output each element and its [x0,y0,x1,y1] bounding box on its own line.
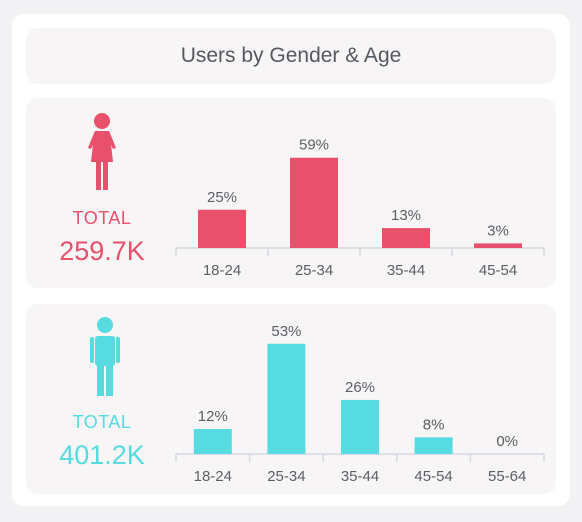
male-age-chart: 12% 18-24 53% 25-34 26% 35-44 8% 45-54 0% 55-64 [175,323,545,485]
bar [290,157,338,248]
x-tick-label: 25-34 [295,262,333,279]
x-tick-label: 55-64 [488,468,526,485]
male-panel: TOTAL 401.2K 12% 18-24 53% 25-34 26% 35-44 8% 4… [26,304,556,494]
x-tick-label: 35-44 [341,468,379,485]
bar-value-label: 26% [345,379,375,396]
x-tick-label: 45-54 [479,262,517,279]
x-tick-label: 18-24 [203,262,241,279]
x-tick-label: 45-54 [414,468,452,485]
female-panel: TOTAL 259.7K 25% 18-24 59% 25-34 13% 35-44 3% 4… [26,98,556,288]
bar-value-label: 53% [271,323,301,340]
x-tick-label: 35-44 [387,262,425,279]
male-total-label: TOTAL [72,412,132,432]
bar-value-label: 8% [423,416,445,433]
bar-value-label: 59% [299,137,329,154]
bar [198,209,246,248]
title-panel: Users by Gender & Age [26,28,556,84]
female-total-label: TOTAL [72,208,132,228]
chart-title: Users by Gender & Age [180,44,402,67]
male-total-value: 401.2K [59,440,145,470]
male-icon [90,317,120,396]
bar [414,437,453,454]
bar [474,243,522,248]
female-icon [88,113,116,190]
bar [382,228,430,248]
bar-value-label: 25% [207,189,237,206]
bar [341,399,379,454]
female-total-value: 259.7K [59,236,145,266]
bar-value-label: 3% [487,222,509,239]
x-tick-label: 18-24 [194,468,232,485]
bar [267,343,306,454]
x-tick-label: 25-34 [267,468,305,485]
bar-value-label: 0% [496,433,518,450]
female-age-chart: 25% 18-24 59% 25-34 13% 35-44 3% 45-54 [175,137,545,279]
bar [193,429,232,454]
bar-value-label: 12% [198,408,228,425]
bar-value-label: 13% [391,207,421,224]
dashboard-card: Users by Gender & Age TOTAL 259.7K 25% 18… [12,14,570,506]
